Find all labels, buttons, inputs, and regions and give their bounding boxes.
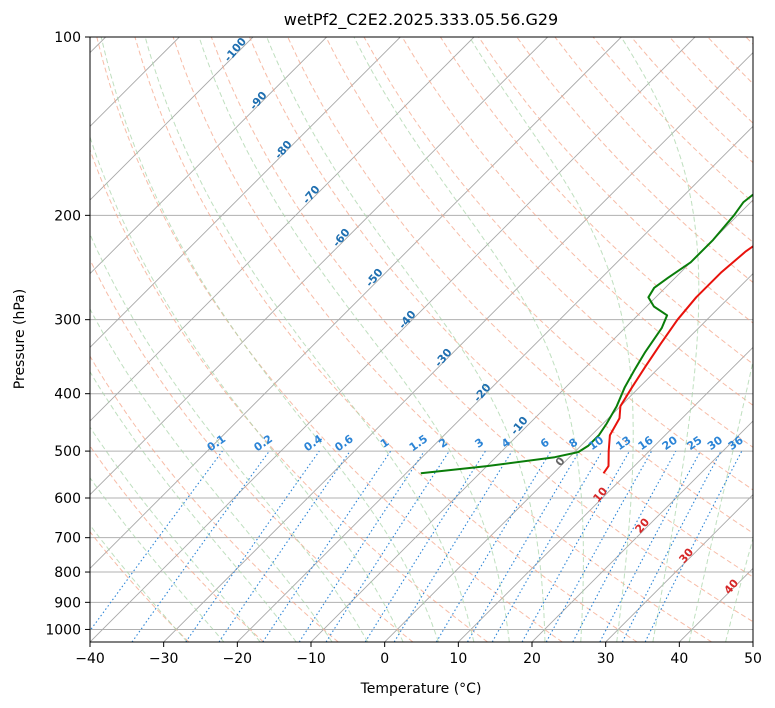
- mixing-ratio-line: [325, 450, 450, 642]
- x-tick-label: 0: [380, 651, 389, 667]
- x-tick-label: 10: [449, 651, 467, 667]
- dry-adiabat-line: [172, 37, 712, 642]
- moist-adiabat-line: [266, 37, 546, 642]
- isotherm-line: [90, 37, 254, 201]
- x-tick-label: 30: [597, 651, 615, 667]
- moist-adiabat-line: [353, 37, 584, 642]
- mixing-ratio-line: [185, 450, 320, 642]
- mixing-ratio-line: [572, 450, 677, 642]
- isotherm-line: [605, 494, 753, 642]
- mixing-ratio-line: [90, 450, 223, 632]
- moist-adiabat-line: [100, 37, 439, 642]
- y-tick-label: 600: [54, 491, 81, 507]
- x-tick-label: 50: [744, 651, 762, 667]
- y-tick-label: 1000: [45, 622, 81, 638]
- isotherm-line: [237, 125, 753, 642]
- moist-adiabat-line: [90, 308, 333, 642]
- isotherm-line: [531, 420, 753, 642]
- y-tick-label: 100: [54, 30, 81, 46]
- isotherm-line: [90, 37, 327, 275]
- x-tick-label: −20: [223, 651, 253, 667]
- moist-adiabat-line: [620, 37, 700, 642]
- y-tick-label: 800: [54, 565, 81, 581]
- dry-adiabat-line: [439, 37, 753, 365]
- y-tick-label: 400: [54, 387, 81, 403]
- dry-adiabat-line: [325, 37, 753, 491]
- isotherm-line: [163, 52, 753, 642]
- moist-adiabat-line: [90, 426, 261, 642]
- x-tick-label: 20: [523, 651, 541, 667]
- isotherm-line: [90, 37, 696, 642]
- isotherm-line: [90, 37, 548, 496]
- moist-adiabat-line: [688, 358, 753, 642]
- isotherm-line: [384, 273, 753, 642]
- x-tick-label: −10: [296, 651, 326, 667]
- dry-adiabat-line: [90, 531, 190, 642]
- y-tick-label: 300: [54, 313, 81, 329]
- mixing-ratio-line: [218, 450, 351, 642]
- dry-adiabat-line: [249, 37, 753, 578]
- mixing-ratio-line: [644, 450, 743, 642]
- dry-adiabat-line: [210, 37, 753, 623]
- y-axis-title: Pressure (hPa): [12, 289, 28, 389]
- dewpoint-profile-line: [420, 193, 753, 475]
- dry-adiabat-line: [516, 37, 753, 284]
- y-tick-label: 200: [54, 208, 81, 224]
- isotherm-line: [90, 37, 475, 422]
- x-tick-label: 40: [670, 651, 688, 667]
- moist-adiabat-line: [144, 37, 475, 642]
- y-tick-label: 500: [54, 444, 81, 460]
- plot-frame: [89, 36, 754, 643]
- isotherm-line: [90, 37, 622, 569]
- moist-adiabat-line: [90, 135, 404, 642]
- dry-adiabat-line: [401, 37, 753, 406]
- dry-adiabat-line: [96, 37, 563, 642]
- dry-adiabat-line: [90, 258, 414, 642]
- x-axis-title: Temperature (°C): [360, 681, 482, 697]
- dry-adiabat-line: [90, 148, 488, 642]
- isotherm-line: [458, 346, 753, 642]
- dry-adiabat-line: [90, 355, 339, 642]
- mixing-ratio-line: [298, 450, 425, 642]
- x-tick-label: −40: [75, 651, 105, 667]
- mixing-ratio-line: [393, 450, 513, 642]
- mixing-ratio-line: [521, 450, 630, 642]
- x-tick-label: −30: [149, 651, 179, 667]
- dry-adiabat-line: [134, 37, 638, 642]
- mixing-ratio-line: [131, 450, 270, 642]
- chart-title: wetPf2_C2E2.2025.333.05.56.G29: [284, 10, 558, 30]
- mixing-ratio-line: [262, 450, 392, 642]
- y-tick-label: 900: [54, 595, 81, 611]
- moist-adiabat-line: [725, 536, 753, 642]
- moist-adiabat-line: [198, 37, 510, 642]
- moist-adiabat-line: [90, 476, 225, 642]
- mixing-ratio-line: [545, 450, 653, 642]
- dry-adiabat-line: [90, 445, 264, 642]
- moist-adiabat-line: [90, 232, 369, 642]
- y-tick-label: 700: [54, 531, 81, 547]
- temperature-profile-line: [602, 245, 753, 474]
- isotherm-line: [310, 199, 753, 642]
